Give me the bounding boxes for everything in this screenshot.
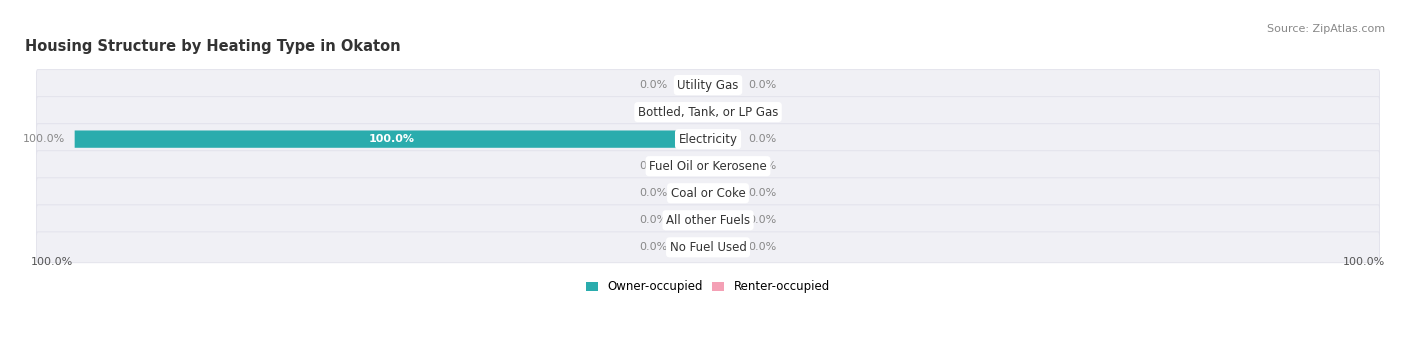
FancyBboxPatch shape (37, 97, 1379, 128)
Legend: Owner-occupied, Renter-occupied: Owner-occupied, Renter-occupied (582, 276, 835, 298)
Text: 0.0%: 0.0% (640, 188, 668, 198)
Text: 0.0%: 0.0% (640, 161, 668, 171)
Text: Utility Gas: Utility Gas (678, 78, 738, 91)
FancyBboxPatch shape (37, 70, 1379, 101)
FancyBboxPatch shape (709, 76, 740, 94)
Text: 0.0%: 0.0% (748, 134, 776, 144)
Text: 0.0%: 0.0% (640, 80, 668, 90)
Text: 0.0%: 0.0% (640, 107, 668, 117)
FancyBboxPatch shape (709, 103, 740, 121)
FancyBboxPatch shape (676, 103, 709, 121)
FancyBboxPatch shape (709, 158, 740, 175)
Text: Fuel Oil or Kerosene: Fuel Oil or Kerosene (650, 160, 766, 173)
FancyBboxPatch shape (709, 212, 740, 229)
FancyBboxPatch shape (37, 124, 1379, 154)
FancyBboxPatch shape (676, 158, 709, 175)
Text: No Fuel Used: No Fuel Used (669, 241, 747, 254)
FancyBboxPatch shape (37, 178, 1379, 209)
Text: 0.0%: 0.0% (748, 161, 776, 171)
Text: Housing Structure by Heating Type in Okaton: Housing Structure by Heating Type in Oka… (25, 39, 401, 54)
Text: 100.0%: 100.0% (31, 257, 73, 267)
FancyBboxPatch shape (37, 151, 1379, 182)
FancyBboxPatch shape (37, 232, 1379, 263)
Text: Coal or Coke: Coal or Coke (671, 187, 745, 200)
Text: 0.0%: 0.0% (748, 242, 776, 252)
FancyBboxPatch shape (37, 205, 1379, 236)
FancyBboxPatch shape (676, 212, 709, 229)
FancyBboxPatch shape (709, 239, 740, 256)
Text: 0.0%: 0.0% (640, 215, 668, 225)
Text: 0.0%: 0.0% (748, 188, 776, 198)
Text: 0.0%: 0.0% (748, 215, 776, 225)
Text: 0.0%: 0.0% (748, 107, 776, 117)
Text: Bottled, Tank, or LP Gas: Bottled, Tank, or LP Gas (638, 106, 778, 119)
FancyBboxPatch shape (676, 184, 709, 202)
FancyBboxPatch shape (75, 131, 709, 148)
Text: Electricity: Electricity (679, 133, 738, 146)
Text: 100.0%: 100.0% (22, 134, 66, 144)
FancyBboxPatch shape (709, 131, 740, 148)
Text: 100.0%: 100.0% (368, 134, 415, 144)
FancyBboxPatch shape (676, 239, 709, 256)
Text: 0.0%: 0.0% (640, 242, 668, 252)
Text: All other Fuels: All other Fuels (666, 214, 749, 227)
Text: 0.0%: 0.0% (748, 80, 776, 90)
FancyBboxPatch shape (676, 76, 709, 94)
Text: 100.0%: 100.0% (1343, 257, 1385, 267)
FancyBboxPatch shape (709, 184, 740, 202)
Text: Source: ZipAtlas.com: Source: ZipAtlas.com (1267, 24, 1385, 34)
